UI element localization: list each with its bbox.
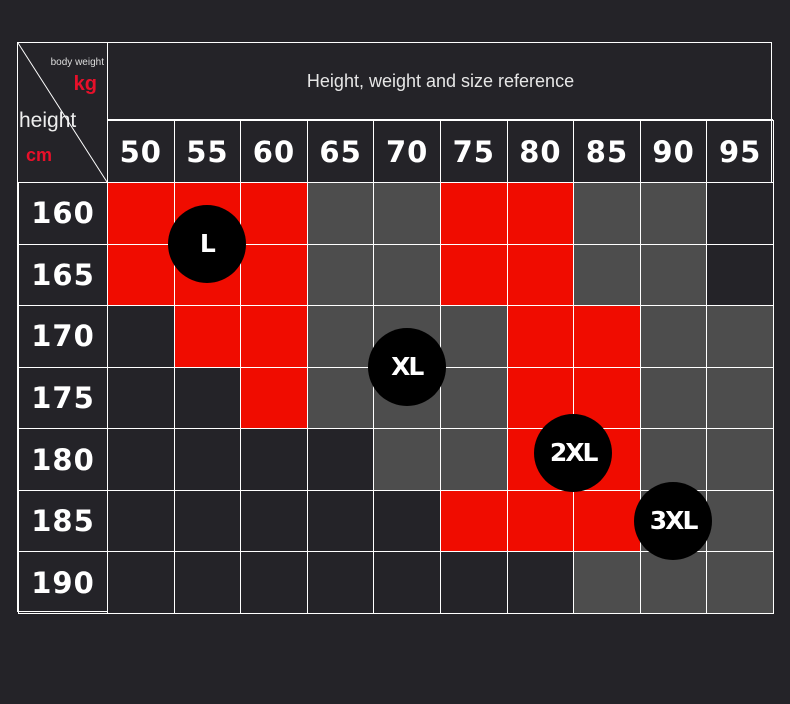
weight-unit: kg <box>73 73 97 95</box>
heatmap-cell <box>639 366 708 430</box>
heatmap-cell <box>639 305 708 368</box>
heatmap-cell <box>573 489 641 553</box>
heatmap-cell <box>173 551 242 614</box>
heatmap-cell <box>373 243 441 307</box>
heatmap-cell <box>240 305 308 368</box>
heatmap-cell <box>440 243 508 307</box>
heatmap-cell <box>506 305 575 368</box>
heatmap-cell <box>306 182 375 245</box>
height-tick-label: 185 <box>18 489 108 553</box>
weight-tick-label: 50 <box>107 120 175 183</box>
heatmap-cell <box>440 305 508 368</box>
heatmap-cell <box>107 243 175 307</box>
heatmap-cell <box>440 182 508 245</box>
heatmap-cell <box>706 366 774 430</box>
heatmap-cell <box>506 182 575 245</box>
heatmap-cell <box>107 305 175 368</box>
heatmap-cell <box>107 428 175 491</box>
diagonal-divider <box>18 43 107 182</box>
heatmap-cell <box>706 305 774 368</box>
heatmap-cell <box>373 428 441 491</box>
heatmap-cell <box>706 551 774 614</box>
weight-tick-label: 60 <box>240 120 308 183</box>
heatmap-cell <box>107 366 175 430</box>
heatmap-cell <box>240 366 308 430</box>
heatmap-cell <box>107 489 175 553</box>
size-badge: 3XL <box>634 481 713 560</box>
size-badge: L <box>167 204 246 283</box>
weight-tick-label: 90 <box>639 120 708 183</box>
height-tick-label: 180 <box>18 428 108 491</box>
weight-tick-label: 65 <box>306 120 375 183</box>
heatmap-cell <box>639 182 708 245</box>
heatmap-cell <box>573 551 641 614</box>
heatmap-cell <box>240 243 308 307</box>
heatmap-cell <box>306 243 375 307</box>
heatmap-cell <box>573 182 641 245</box>
heatmap-cell <box>506 243 575 307</box>
heatmap-cell <box>306 305 375 368</box>
heatmap-cell <box>639 551 708 614</box>
heatmap-cell <box>506 489 575 553</box>
heatmap-cell <box>639 243 708 307</box>
heatmap-cell <box>373 182 441 245</box>
heatmap-cell <box>240 551 308 614</box>
heatmap-cell <box>573 305 641 368</box>
size-chart: body weight kg height cm Height, weight … <box>17 42 774 614</box>
heatmap-cell <box>173 489 242 553</box>
heatmap-cell <box>306 428 375 491</box>
heatmap-cell <box>706 489 774 553</box>
corner-header: body weight kg height cm <box>18 43 107 182</box>
heatmap-cell <box>639 428 708 491</box>
size-badge: 2XL <box>534 413 613 492</box>
heatmap-cell <box>240 489 308 553</box>
height-unit: cm <box>26 145 53 165</box>
heatmap-cell <box>240 428 308 491</box>
heatmap-cell <box>306 551 375 614</box>
heatmap-cell <box>306 489 375 553</box>
height-tick-label: 175 <box>18 366 108 430</box>
heatmap-cell <box>306 366 375 430</box>
heatmap-cell <box>506 551 575 614</box>
height-tick-label: 190 <box>18 551 108 614</box>
heatmap-cell <box>373 551 441 614</box>
heatmap-cell <box>440 366 508 430</box>
chart-title: Height, weight and size reference <box>107 43 773 120</box>
heatmap-cell <box>240 182 308 245</box>
heatmap-cell <box>373 489 441 553</box>
size-badge: XL <box>367 327 446 406</box>
height-tick-label: 165 <box>18 243 108 307</box>
heatmap-cell <box>706 243 774 307</box>
weight-tick-label: 80 <box>506 120 575 183</box>
weight-axis-label: body weight <box>50 57 104 68</box>
weight-tick-label: 55 <box>173 120 242 183</box>
heatmap-cell <box>573 243 641 307</box>
height-axis-label: height <box>19 109 77 132</box>
heatmap-cell <box>440 489 508 553</box>
heatmap-cell <box>440 428 508 491</box>
heatmap-cell <box>173 366 242 430</box>
heatmap-cell <box>440 551 508 614</box>
weight-tick-label: 70 <box>373 120 441 183</box>
heatmap-cell <box>173 305 242 368</box>
weight-tick-label: 75 <box>440 120 508 183</box>
heatmap-cell <box>706 182 774 245</box>
heatmap-cell <box>107 182 175 245</box>
heatmap-cell <box>173 428 242 491</box>
weight-tick-label: 95 <box>706 120 774 183</box>
heatmap-cell <box>706 428 774 491</box>
heatmap-cell <box>107 551 175 614</box>
weight-tick-label: 85 <box>573 120 641 183</box>
height-tick-label: 160 <box>18 182 108 245</box>
height-tick-label: 170 <box>18 305 108 368</box>
